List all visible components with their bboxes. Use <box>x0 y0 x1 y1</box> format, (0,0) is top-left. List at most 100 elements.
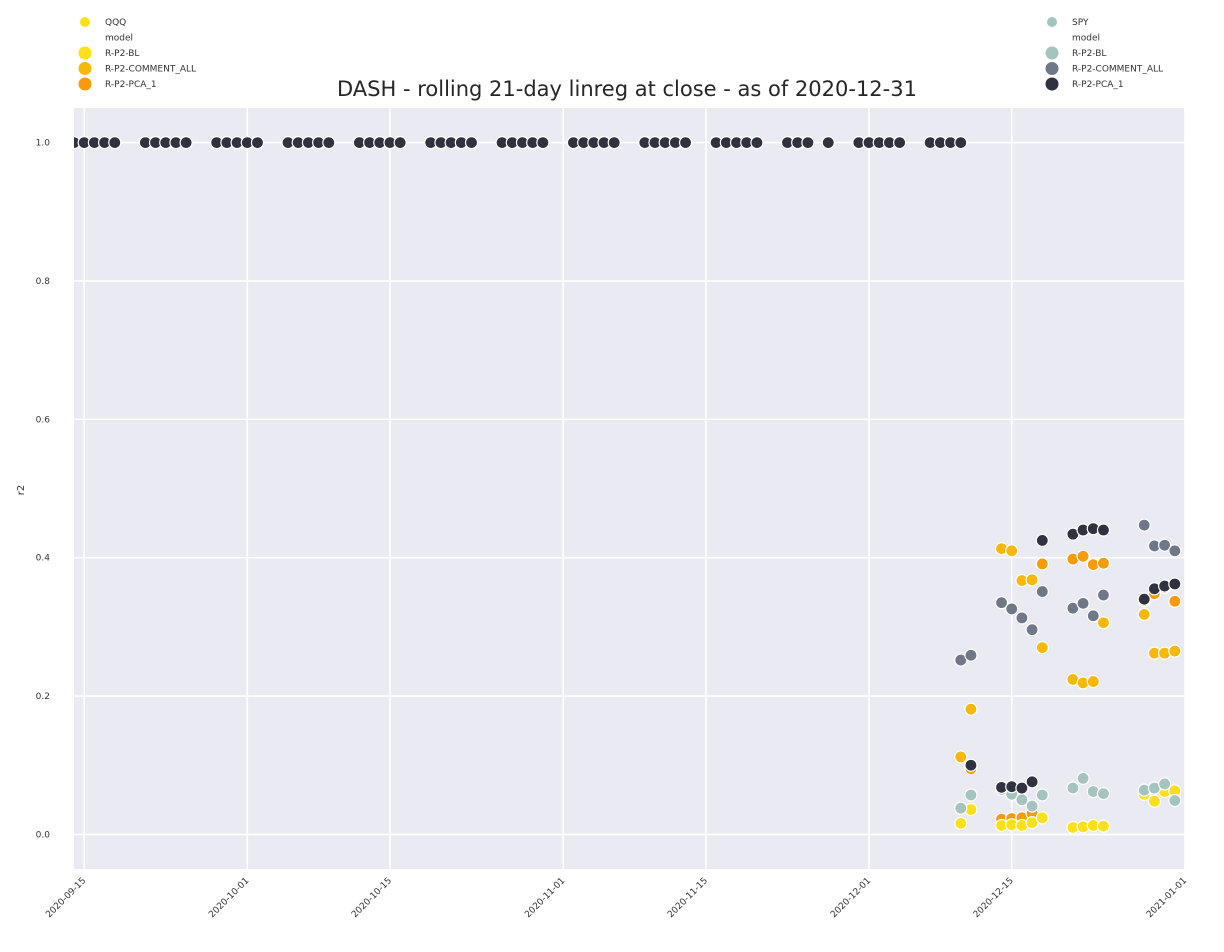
data-point <box>464 135 479 150</box>
data-point <box>1015 781 1029 795</box>
data-point <box>1025 573 1039 587</box>
legend-spy: SPY model R-P2-BL R-P2-COMMENT_ALL R-P2-PCA_… <box>1045 17 1163 91</box>
legend-qqq: QQQ model R-P2-BL R-P2-COMMENT_ALL R-P2-PCA_… <box>78 17 196 91</box>
y-tick-label: 0.0 <box>36 830 51 840</box>
data-point <box>1137 592 1151 606</box>
data-point <box>1137 607 1151 622</box>
data-point <box>1096 556 1111 570</box>
legend-label: R-P2-BL <box>105 49 139 59</box>
legend-label: model <box>105 34 133 44</box>
data-point <box>1168 644 1182 658</box>
data-point <box>1025 799 1039 813</box>
data-point <box>108 135 122 150</box>
y-tick-label: 0.8 <box>36 277 51 287</box>
data-point <box>954 750 968 764</box>
data-point <box>1096 819 1111 833</box>
x-tick-label: 2020-11-15 <box>666 876 710 920</box>
data-point <box>1076 596 1090 610</box>
data-point <box>1035 557 1049 571</box>
data-point <box>821 135 835 150</box>
y-axis-label: r2 <box>16 485 27 495</box>
y-tick-label: 1.0 <box>36 139 51 149</box>
data-point <box>964 648 978 662</box>
legend-label: R-P2-BL <box>1072 49 1106 59</box>
data-point <box>1076 771 1090 785</box>
data-point <box>954 135 968 150</box>
data-point <box>1168 793 1182 808</box>
data-point <box>1086 609 1100 623</box>
data-point <box>1158 538 1172 552</box>
legend-marker <box>78 46 92 60</box>
data-point <box>393 135 407 150</box>
legend-marker <box>1047 17 1057 27</box>
x-tick-label: 2020-12-15 <box>972 876 1016 920</box>
legend-label: QQQ <box>105 18 126 28</box>
legend-label: R-P2-PCA_1 <box>105 80 157 90</box>
x-tick-label: 2021-01-01 <box>1145 876 1189 920</box>
data-point <box>1035 533 1049 547</box>
data-point <box>1005 602 1019 616</box>
data-point <box>1168 577 1182 591</box>
data-point <box>893 135 907 150</box>
x-tick-label: 2020-09-15 <box>44 876 88 920</box>
data-point <box>1137 518 1151 532</box>
x-tick-label: 2020-10-15 <box>350 876 394 920</box>
x-tick-label: 2020-12-01 <box>829 876 873 920</box>
data-point <box>1035 584 1049 599</box>
data-point <box>801 135 815 150</box>
data-point <box>1147 794 1162 808</box>
data-point <box>179 135 193 150</box>
legend-label: SPY <box>1072 18 1089 28</box>
data-point <box>964 758 978 772</box>
data-point <box>1096 523 1111 537</box>
data-point <box>250 135 265 150</box>
data-point <box>536 135 550 150</box>
data-point <box>1066 781 1080 795</box>
legend-marker <box>78 62 92 75</box>
y-tick-label: 0.6 <box>36 415 51 425</box>
data-point <box>994 596 1009 610</box>
x-tick-label: 2020-11-01 <box>523 876 567 920</box>
legend-label: R-P2-COMMENT_ALL <box>1072 65 1163 75</box>
x-tick-labels: 2020-09-15 2020-10-01 2020-10-15 2020-11-01… <box>44 876 1189 920</box>
y-tick-labels: 0.0 0.2 0.4 0.6 0.8 1.0 <box>36 139 51 841</box>
data-point <box>1035 811 1049 825</box>
data-points <box>74 135 1182 835</box>
data-point <box>1168 544 1182 558</box>
legend-label: R-P2-PCA_1 <box>1072 80 1124 90</box>
data-point <box>1005 544 1019 558</box>
legend-marker <box>78 77 92 91</box>
chart-title: DASH - rolling 21-day linreg at close - … <box>337 77 917 101</box>
data-point <box>1015 611 1029 625</box>
data-point <box>1096 588 1111 602</box>
legend-marker <box>1045 62 1059 75</box>
data-point <box>964 788 978 802</box>
x-tick-label: 2020-10-01 <box>207 876 251 920</box>
data-point <box>607 135 621 150</box>
legend-label: R-P2-COMMENT_ALL <box>105 65 196 75</box>
y-tick-label: 0.4 <box>36 554 51 564</box>
data-point <box>1096 616 1111 630</box>
legend-marker <box>80 17 90 27</box>
data-point <box>964 702 978 716</box>
data-point <box>678 135 693 150</box>
data-point <box>1035 641 1049 655</box>
data-point <box>750 135 764 150</box>
plot-background <box>74 108 1185 869</box>
data-point <box>1096 786 1111 801</box>
data-point <box>1158 777 1172 791</box>
y-tick-label: 0.2 <box>36 692 50 702</box>
data-point <box>954 816 968 830</box>
data-point <box>1168 594 1182 608</box>
data-point <box>1076 549 1090 563</box>
legend-marker <box>1045 46 1059 60</box>
data-point <box>322 135 336 150</box>
data-point <box>954 801 968 815</box>
data-point <box>1025 623 1039 637</box>
data-point <box>1025 775 1039 789</box>
legend-label: model <box>1072 34 1100 44</box>
data-point <box>1035 788 1049 802</box>
legend-marker <box>1045 77 1059 91</box>
data-point <box>1086 674 1100 689</box>
